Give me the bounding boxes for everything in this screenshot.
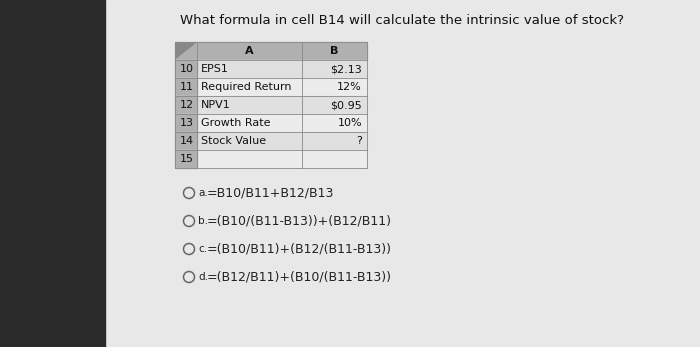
Bar <box>0 0 105 347</box>
Text: =B10/B11+B12/B13: =B10/B11+B12/B13 <box>207 186 335 200</box>
Bar <box>175 60 197 78</box>
Bar <box>175 78 367 96</box>
Text: What formula in cell B14 will calculate the intrinsic value of stock?: What formula in cell B14 will calculate … <box>181 14 624 27</box>
Bar <box>175 114 197 132</box>
Text: d.: d. <box>198 272 208 282</box>
Polygon shape <box>176 43 195 58</box>
Text: =(B12/B11)+(B10/(B11-B13)): =(B12/B11)+(B10/(B11-B13)) <box>207 271 392 283</box>
Bar <box>175 96 197 114</box>
Text: =(B10/B11)+(B12/(B11-B13)): =(B10/B11)+(B12/(B11-B13)) <box>207 243 392 255</box>
Bar <box>175 150 197 168</box>
Text: NPV1: NPV1 <box>201 100 231 110</box>
Text: Stock Value: Stock Value <box>201 136 266 146</box>
Bar <box>175 132 367 150</box>
Text: 11: 11 <box>180 82 194 92</box>
Text: EPS1: EPS1 <box>201 64 229 74</box>
Text: $2.13: $2.13 <box>330 64 362 74</box>
Text: =(B10/(B11-B13))+(B12/B11): =(B10/(B11-B13))+(B12/B11) <box>207 214 392 228</box>
Text: Required Return: Required Return <box>201 82 291 92</box>
Bar <box>175 114 367 132</box>
Bar <box>175 150 367 168</box>
Text: 13: 13 <box>180 118 194 128</box>
Text: B: B <box>330 46 339 56</box>
Bar <box>175 96 367 114</box>
Text: a.: a. <box>198 188 208 198</box>
Text: 10%: 10% <box>337 118 362 128</box>
Text: b.: b. <box>198 216 208 226</box>
Text: 14: 14 <box>180 136 194 146</box>
Bar <box>175 78 197 96</box>
Text: ?: ? <box>356 136 362 146</box>
Text: Growth Rate: Growth Rate <box>201 118 270 128</box>
Bar <box>175 132 197 150</box>
Text: 10: 10 <box>180 64 194 74</box>
Text: 12%: 12% <box>337 82 362 92</box>
Text: A: A <box>245 46 254 56</box>
Bar <box>175 42 367 60</box>
Bar <box>175 60 367 78</box>
Text: c.: c. <box>198 244 207 254</box>
Text: 12: 12 <box>180 100 194 110</box>
Text: $0.95: $0.95 <box>330 100 362 110</box>
Text: 15: 15 <box>180 154 194 164</box>
